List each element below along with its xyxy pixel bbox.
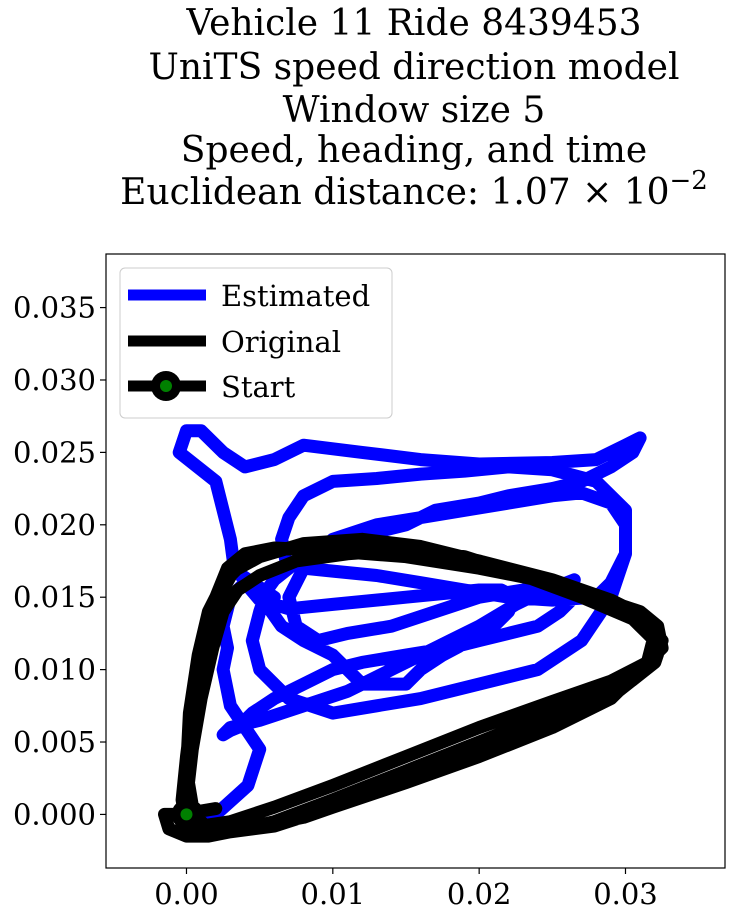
legend: Estimated Original Start	[119, 267, 393, 419]
title-times-sign: ×	[571, 172, 624, 213]
chart-title: Vehicle 11 Ride 8439453 UniTS speed dire…	[120, 3, 708, 213]
series-layer	[158, 424, 669, 843]
y-tick-label: 0.025	[13, 435, 96, 469]
title-metric-prefix: Euclidean distance:	[120, 172, 490, 213]
y-tick-label: 0.010	[13, 653, 96, 687]
y-tick-label: 0.005	[13, 725, 96, 759]
y-tick-label: 0.035	[13, 291, 96, 325]
y-tick-label: 0.020	[13, 508, 96, 542]
start-marker-dot	[180, 808, 193, 821]
title-line-1: Vehicle 11 Ride 8439453	[185, 3, 641, 44]
title-metric-mantissa: 1.07	[490, 172, 570, 213]
title-line-4: Speed, heading, and time	[181, 130, 647, 171]
x-tick-label: 0.01	[301, 877, 366, 911]
x-tick-label: 0.03	[593, 877, 658, 911]
legend-label-start: Start	[221, 370, 296, 404]
x-tick-label: 0.02	[447, 877, 512, 911]
y-tick-label: 0.030	[13, 363, 96, 397]
title-metric-base: 10	[624, 172, 670, 213]
title-line-5: Euclidean distance: 1.07 × 10−2	[120, 166, 708, 213]
plot-frame	[105, 253, 726, 869]
x-tick-label: 0.00	[154, 877, 219, 911]
legend-label-original: Original	[221, 325, 341, 359]
legend-start-marker-dot	[160, 380, 172, 392]
y-tick-label: 0.015	[13, 580, 96, 614]
y-axis: 0.000 0.005 0.010 0.015 0.020 0.025 0.030 0.035	[13, 291, 106, 831]
y-tick-label: 0.000	[13, 797, 96, 831]
title-line-2: UniTS speed direction model	[149, 47, 680, 88]
title-line-3: Window size 5	[283, 90, 546, 131]
title-metric-exponent: −2	[670, 166, 708, 196]
series-line-original	[158, 532, 669, 843]
series-line-estimated	[172, 424, 647, 821]
legend-label-estimated: Estimated	[221, 279, 370, 313]
x-axis: 0.00 0.01 0.02 0.03	[154, 868, 658, 911]
